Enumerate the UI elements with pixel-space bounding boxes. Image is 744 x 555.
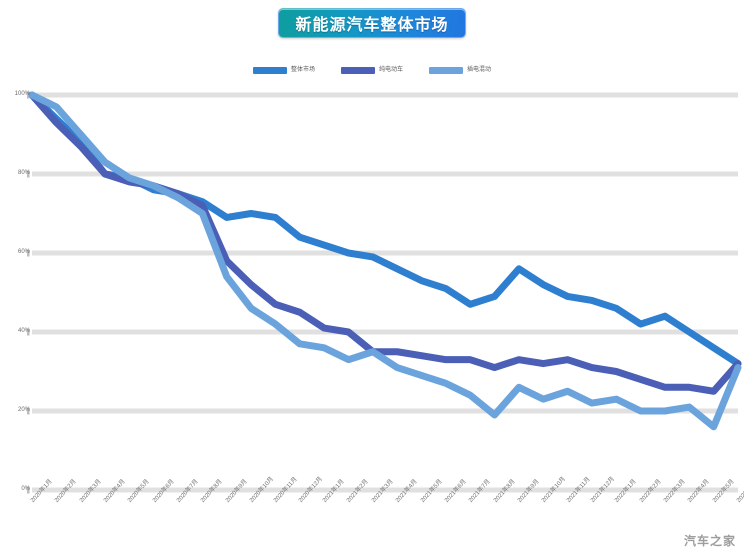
- gridline: [32, 171, 738, 177]
- x-axis-tick-label: 2021年3月: [370, 478, 395, 505]
- x-axis-tick-label: 2022年3月: [662, 478, 687, 505]
- x-axis-tick-label: 2020年9月: [224, 478, 249, 505]
- y-axis-tick-label: 0%: [21, 486, 30, 492]
- legend-label: 纯电动车: [378, 67, 403, 73]
- x-axis-tick-label: 2021年12月: [589, 476, 616, 505]
- x-axis-tick-label: 2020年6月: [151, 478, 176, 505]
- page-title: 新能源汽车整体市场: [295, 17, 449, 34]
- x-axis-tick-label: 2020年12月: [297, 476, 324, 505]
- chart-title-pill: 新能源汽车整体市场: [278, 8, 466, 38]
- legend-swatch-icon: [340, 66, 375, 74]
- chart-title-container: 新能源汽车整体市场: [0, 8, 744, 38]
- x-axis-tick-label: 2020年8月: [200, 478, 225, 505]
- x-axis-tick-label: 2020年11月: [273, 476, 300, 505]
- x-axis-tick-label: 2022年4月: [687, 478, 711, 505]
- x-axis-tick-label: 2021年5月: [419, 478, 444, 505]
- x-axis-tick-label: 2020年7月: [176, 478, 200, 505]
- axis-tick-mark: [27, 249, 30, 257]
- x-axis-tick-label: 2020年10月: [249, 476, 275, 505]
- x-axis-tick-label: 2021年10月: [541, 476, 568, 505]
- gridlines: [27, 91, 738, 494]
- legend-item-2[interactable]: 插电混动: [429, 66, 491, 74]
- x-axis-tick-label: 2020年3月: [78, 478, 103, 505]
- axis-tick-mark: [27, 407, 30, 415]
- x-axis-tick-label: 2020年1月: [30, 478, 54, 505]
- axis-tick-mark: [27, 486, 30, 494]
- x-axis-tick-label: 2021年6月: [443, 478, 468, 505]
- legend-swatch-icon: [429, 66, 463, 74]
- y-axis-tick-label: 60%: [17, 249, 30, 255]
- x-axis-tick-label: 2021年7月: [468, 478, 492, 505]
- gridline: [32, 487, 738, 493]
- legend-swatch-icon: [252, 66, 287, 74]
- y-axis: 100% 80% 60% 40% 20% 0%: [0, 0, 30, 555]
- x-axis-tick-label: 2020年2月: [54, 478, 78, 505]
- series-lines: [28, 91, 742, 431]
- legend-item-0[interactable]: 整体市场: [252, 66, 315, 74]
- axis-tick-mark: [27, 328, 30, 336]
- y-axis-tick-label: 100%: [14, 91, 30, 97]
- y-axis-tick-label: 80%: [17, 170, 30, 176]
- x-axis-tick-label: 2021年9月: [516, 478, 541, 505]
- x-axis-tick-label: 2022年2月: [638, 478, 663, 505]
- x-axis-tick-label: 2022年1月: [614, 478, 638, 505]
- gridline: [32, 329, 738, 335]
- y-axis-tick-label: 20%: [17, 407, 30, 413]
- x-axis-tick-label: 2021年1月: [322, 478, 346, 505]
- x-axis-tick-label: 2021年8月: [492, 478, 517, 505]
- legend-label: 插电混动: [467, 67, 492, 73]
- chart-legend: 整体市场 纯电动车 插电混动: [0, 66, 744, 74]
- x-axis-tick-label: 2021年4月: [395, 478, 419, 505]
- series-line-2: [28, 91, 742, 431]
- gridline: [32, 408, 738, 414]
- axis-tick-mark: [27, 91, 30, 99]
- legend-label: 整体市场: [290, 67, 315, 73]
- axis-tick-mark: [27, 170, 30, 178]
- gridline: [32, 250, 738, 256]
- x-axis-tick-label: 2022年5月: [711, 478, 736, 505]
- legend-item-1[interactable]: 纯电动车: [340, 66, 403, 74]
- x-axis-tick-label: 2021年11月: [565, 476, 592, 505]
- x-axis-tick-label: 2020年4月: [103, 478, 127, 505]
- watermark: 汽车之家: [683, 534, 736, 548]
- y-axis-tick-label: 40%: [17, 328, 30, 334]
- gridline: [32, 92, 738, 98]
- x-axis-tick-label: 2022年6月: [736, 478, 744, 505]
- x-axis-tick-label: 2020年5月: [127, 478, 152, 505]
- x-axis-tick-label: 2021年2月: [346, 478, 371, 505]
